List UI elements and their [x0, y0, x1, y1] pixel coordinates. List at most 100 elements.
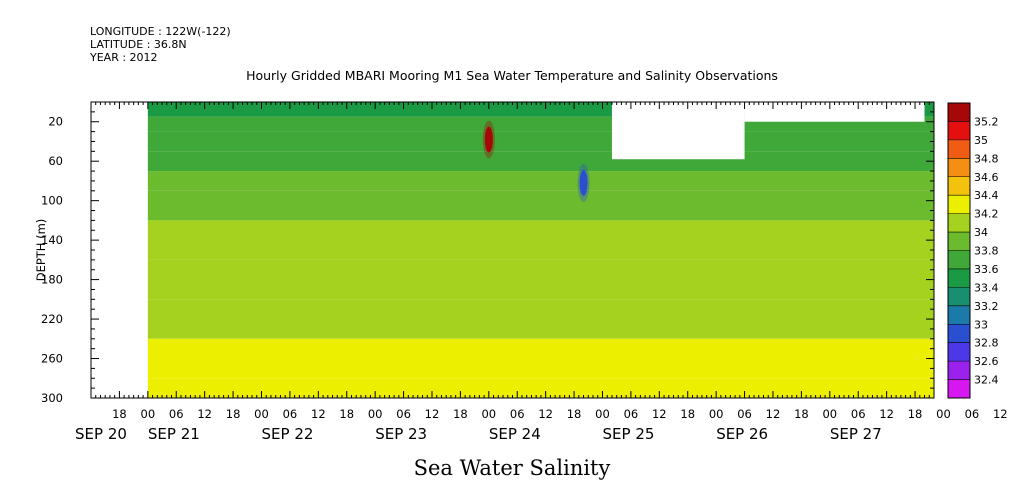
- colorbar-swatch: [948, 305, 970, 325]
- y-tick-label: 20: [48, 115, 63, 129]
- colorbar-label: 32.4: [974, 374, 999, 387]
- x-axis-title: Sea Water Salinity: [414, 456, 611, 480]
- colorbar-label: 33.8: [974, 245, 999, 258]
- x-date-label: SEP 20: [75, 425, 127, 443]
- colorbar-legend: 32.4 32.6 32.8 33 33.2 33.4 33.6 33.8 34 34.2 34.4…: [947, 102, 999, 399]
- chart-title: Hourly Gridded MBARI Mooring M1 Sea Wate…: [246, 68, 778, 83]
- x-hour-label: 00: [368, 407, 383, 421]
- y-tick-label: 140: [41, 233, 63, 247]
- x-hour-label: 18: [226, 407, 241, 421]
- colorbar-label: 32.6: [974, 355, 999, 368]
- colorbar-label: 35: [974, 134, 988, 147]
- colorbar-swatch: [948, 324, 970, 343]
- x-hour-label: 00: [481, 407, 496, 421]
- salinity-band: [91, 151, 934, 172]
- x-date-label: SEP 27: [830, 425, 882, 443]
- x-hour-label: 18: [567, 407, 582, 421]
- x-hour-label: 12: [766, 407, 781, 421]
- colorbar-swatch: [948, 250, 970, 269]
- colorbar-swatch: [948, 176, 970, 196]
- year-label: YEAR : 2012: [89, 51, 158, 64]
- x-hour-label: 00: [936, 407, 951, 421]
- colorbar-label: 35.2: [974, 115, 999, 128]
- longitude-label: LONGITUDE : 122W(-122): [90, 25, 231, 38]
- x-hour-label: 06: [737, 407, 752, 421]
- latitude-label: LATITUDE : 36.8N: [90, 38, 187, 51]
- anomaly-spot: [579, 169, 588, 196]
- colorbar-label: 34.8: [974, 152, 999, 165]
- colorbar-label: 34.2: [974, 208, 999, 221]
- salinity-band: [91, 220, 934, 260]
- y-tick-label: 220: [41, 312, 63, 326]
- y-axis: 20 60 100 140 180 220 260 300: [41, 101, 934, 405]
- x-date-label: SEP 22: [262, 425, 314, 443]
- x-hour-label: 00: [595, 407, 610, 421]
- x-hour-label: 12: [425, 407, 440, 421]
- x-hour-label: 12: [197, 407, 212, 421]
- y-tick-label: 60: [48, 154, 63, 168]
- x-hour-label: 12: [993, 407, 1008, 421]
- y-tick-label: 180: [41, 273, 63, 287]
- salinity-band: [91, 171, 934, 191]
- x-date-label: SEP 25: [603, 425, 655, 443]
- x-hour-label: 12: [538, 407, 553, 421]
- x-hour-label: 18: [339, 407, 354, 421]
- x-hour-label: 18: [908, 407, 923, 421]
- x-hour-label: 00: [141, 407, 156, 421]
- x-hour-label: 06: [283, 407, 298, 421]
- salinity-band: [91, 378, 934, 398]
- x-date-label: SEP 23: [375, 425, 427, 443]
- colorbar-label: 33.6: [974, 263, 999, 276]
- missing-data-region: [744, 101, 925, 122]
- y-tick-label: 260: [41, 352, 63, 366]
- anomaly-spot: [484, 126, 493, 153]
- x-hour-label: 00: [709, 407, 724, 421]
- x-hour-label: 06: [396, 407, 411, 421]
- x-hour-label: 06: [851, 407, 866, 421]
- colorbar-swatch: [948, 195, 970, 214]
- x-date-label: SEP 21: [148, 425, 200, 443]
- missing-data-region: [611, 101, 745, 160]
- colorbar-label: 33: [974, 318, 988, 331]
- x-hour-label: 18: [680, 407, 695, 421]
- missing-data-region: [91, 101, 148, 398]
- colorbar-swatch: [948, 232, 970, 251]
- colorbar-swatch: [948, 103, 970, 122]
- x-hour-label: 18: [794, 407, 809, 421]
- salinity-band: [91, 259, 934, 300]
- salinity-bands: [91, 102, 934, 398]
- plot-area: [90, 101, 935, 399]
- x-hour-label: 06: [510, 407, 525, 421]
- x-date-label: SEP 24: [489, 425, 541, 443]
- colorbar-swatch: [948, 361, 970, 380]
- y-axis-title: DEPTH (m): [34, 219, 48, 282]
- colorbar-swatch: [948, 213, 970, 233]
- colorbar-swatch: [948, 121, 970, 140]
- x-hour-label: 18: [112, 407, 127, 421]
- colorbar-swatch: [948, 158, 970, 177]
- x-hour-label: 00: [254, 407, 269, 421]
- colorbar-label: 33.4: [974, 281, 999, 294]
- colorbar-label: 32.8: [974, 337, 999, 350]
- missing-data-regions: [91, 101, 925, 398]
- x-hour-label: 12: [879, 407, 894, 421]
- salinity-band: [91, 299, 934, 339]
- colorbar-label: 33.2: [974, 300, 999, 313]
- x-date-label: SEP 26: [716, 425, 768, 443]
- x-axis: 18 00 06 12 18 00 06 12 18 00 06 12 18 00 06 12 18 00 06 12…: [75, 102, 1008, 443]
- x-hour-label: 06: [169, 407, 184, 421]
- x-hour-label: 06: [965, 407, 980, 421]
- salinity-band: [91, 131, 934, 152]
- colorbar-swatch: [948, 379, 970, 398]
- colorbar-swatch: [948, 139, 970, 159]
- salinity-band: [91, 190, 934, 221]
- colorbar-label: 34.4: [974, 189, 999, 202]
- colorbar-swatch: [948, 268, 970, 288]
- colorbar-swatch: [948, 342, 970, 362]
- salinity-band: [91, 338, 934, 379]
- x-hour-label: 18: [453, 407, 468, 421]
- colorbar-swatch: [948, 287, 970, 306]
- colorbar-label: 34: [974, 226, 988, 239]
- x-hour-label: 12: [652, 407, 667, 421]
